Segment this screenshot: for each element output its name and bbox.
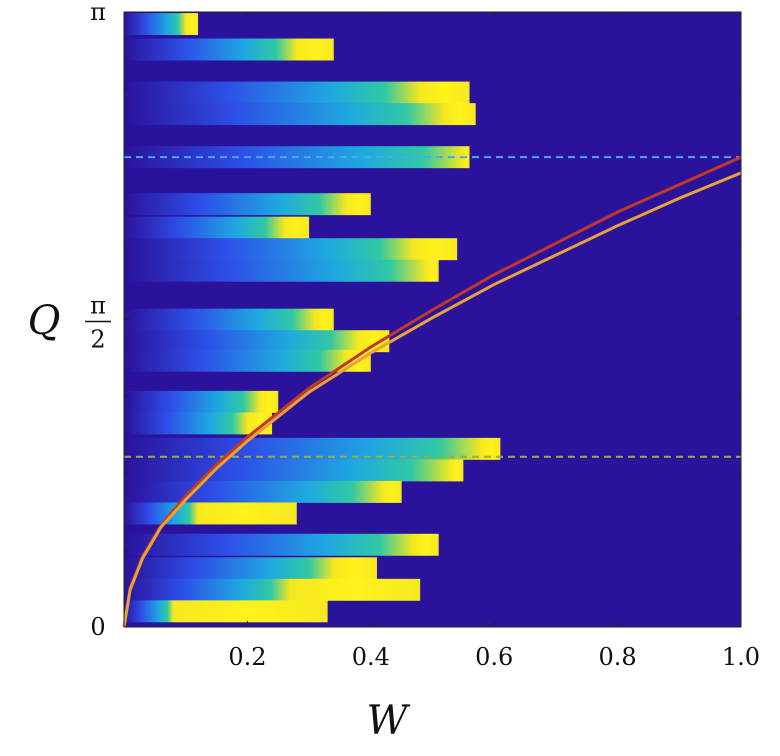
series-curve: [122, 171, 742, 628]
y-tick-label: π: [90, 0, 106, 26]
y-tick-label: 0: [90, 613, 105, 641]
y-tick-label-denominator: 2: [90, 325, 105, 353]
axes: 0.2 0.4 0.6 0.8 1.0 0 π 2 π: [85, 0, 760, 671]
plot-area: [124, 12, 741, 627]
heatmap-band: [124, 390, 279, 413]
heatmap-band: [124, 533, 439, 556]
x-tick-label: 0.8: [599, 643, 637, 671]
heatmap-band: [124, 13, 199, 36]
heatmap-band: [124, 600, 328, 623]
heatmap-band: [124, 557, 377, 580]
heatmap-band: [124, 412, 273, 435]
heatmap-band: [124, 238, 458, 261]
x-tick-label: 1.0: [722, 643, 760, 671]
heatmap-band: [124, 308, 334, 331]
heatmap-band: [124, 502, 297, 525]
heatmap-band: [124, 578, 421, 601]
heatmap-band: [124, 349, 371, 372]
heatmap-band: [124, 259, 439, 282]
heatmap-band: [124, 330, 390, 353]
heatmap-band: [124, 81, 470, 104]
x-tick-label: 0.6: [475, 643, 513, 671]
y-axis-label: Q: [28, 298, 61, 344]
heatmap-band: [124, 193, 371, 216]
heatmap-band: [124, 437, 501, 460]
overlay-lines: [122, 155, 742, 628]
y-tick-label-numerator: π: [90, 291, 106, 319]
x-axis-label: W: [366, 698, 410, 744]
heatmap-band: [124, 459, 464, 482]
heatmap-band: [124, 38, 334, 61]
heatmap-band: [124, 103, 476, 126]
x-tick-label: 0.2: [228, 643, 266, 671]
heatmap-band: [124, 216, 310, 239]
heatmap-band: [124, 480, 402, 503]
x-tick-label: 0.4: [352, 643, 390, 671]
